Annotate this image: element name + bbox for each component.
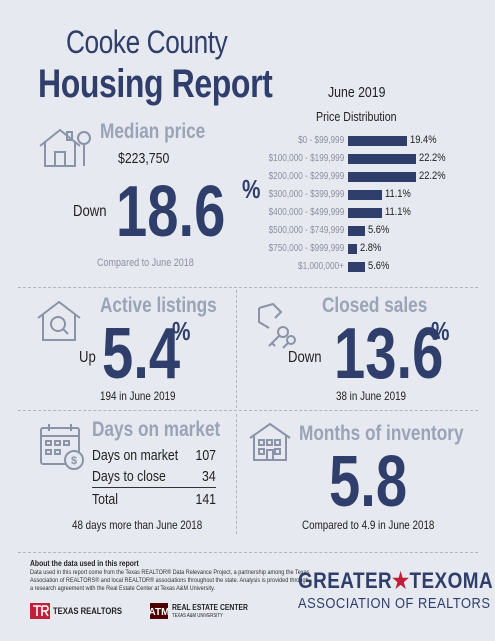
texas-realtors-logo-icon bbox=[30, 603, 50, 619]
active-listings-label: Active listings bbox=[100, 294, 217, 317]
association-logo-title: GREATER★TEXOMA bbox=[298, 568, 493, 594]
report-date: June 2019 bbox=[328, 84, 386, 101]
days-on-market-note: 48 days more than June 2018 bbox=[72, 518, 203, 532]
bar bbox=[348, 154, 416, 164]
bar-category-label: $300,000 - $399,999 bbox=[268, 189, 344, 200]
bar-category-label: $100,000 - $199,999 bbox=[268, 153, 344, 164]
median-price-note: Compared to June 2018 bbox=[97, 257, 194, 269]
closed-sales-direction: Down bbox=[288, 349, 322, 366]
section-divider bbox=[18, 410, 478, 411]
svg-text:ATM: ATM bbox=[150, 607, 168, 618]
bar-category-label: $200,000 - $299,999 bbox=[268, 171, 344, 182]
bar-row: $0 - $99,999 19.4% bbox=[248, 134, 478, 148]
table-total-divider bbox=[92, 487, 216, 488]
active-listings-change: 5.4 bbox=[102, 314, 181, 394]
hand-key-icon bbox=[258, 302, 296, 349]
star-icon: ★ bbox=[392, 568, 410, 593]
bar-row: $750,000 - $999,999 2.8% bbox=[248, 242, 478, 256]
svg-text:$: $ bbox=[71, 455, 77, 467]
bar-category-label: $400,000 - $499,999 bbox=[268, 207, 344, 218]
table-cell-label: Days on market bbox=[92, 447, 179, 464]
about-data-title: About the data used in this report bbox=[30, 559, 139, 568]
table-cell-label: Days to close bbox=[92, 468, 166, 485]
bar-value-label: 11.1% bbox=[385, 188, 411, 200]
median-price-label: Median price bbox=[100, 120, 206, 143]
report-title-county: Cooke County bbox=[66, 24, 228, 60]
bar-category-label: $0 - $99,999 bbox=[297, 135, 344, 146]
section-divider-vertical bbox=[236, 414, 237, 534]
bar-row: $400,000 - $499,999 11.1% bbox=[248, 206, 478, 220]
table-total-value: 141 bbox=[195, 491, 216, 508]
closed-sales-change: 13.6 bbox=[334, 314, 444, 394]
bar bbox=[348, 244, 357, 254]
bar bbox=[348, 136, 407, 146]
active-listings-direction: Up bbox=[79, 349, 96, 366]
median-price-direction: Down bbox=[73, 203, 107, 220]
table-row: Days to close 34 bbox=[92, 468, 216, 489]
section-divider bbox=[18, 287, 478, 288]
closed-sales-label: Closed sales bbox=[322, 294, 428, 317]
bar bbox=[348, 208, 382, 218]
house-icon bbox=[39, 128, 91, 167]
bar-category-label: $500,000 - $749,999 bbox=[268, 225, 344, 236]
bar-value-label: 22.2% bbox=[419, 170, 446, 182]
bar-row: $500,000 - $749,999 5.6% bbox=[248, 224, 478, 238]
calendar-dollar-icon: $ bbox=[40, 424, 84, 470]
about-data-text: Data used in this report come from the T… bbox=[30, 569, 310, 592]
bar-value-label: 2.8% bbox=[360, 242, 382, 254]
table-total-label: Total bbox=[92, 491, 118, 508]
bar-value-label: 11.1% bbox=[385, 206, 411, 218]
bar-value-label: 5.6% bbox=[368, 224, 390, 236]
texas-realtors-logo-text: TEXAS REALTORS bbox=[53, 606, 123, 616]
closed-sales-percent-sign: % bbox=[431, 316, 450, 346]
section-divider bbox=[18, 552, 478, 553]
bar-row: $200,000 - $299,999 22.2% bbox=[248, 170, 478, 184]
months-inventory-label: Months of inventory bbox=[299, 422, 464, 445]
bar-category-label: $750,000 - $999,999 bbox=[268, 243, 344, 254]
median-price-percent-sign: % bbox=[242, 174, 261, 204]
bar-category-label: $1,000,000+ bbox=[298, 261, 344, 272]
bar bbox=[348, 262, 365, 272]
house-search-icon bbox=[37, 300, 81, 341]
bar-value-label: 5.6% bbox=[368, 260, 390, 272]
section-divider-vertical bbox=[236, 290, 237, 408]
price-distribution-title: Price Distribution bbox=[316, 109, 397, 124]
bar-value-label: 19.4% bbox=[410, 134, 437, 146]
bar-row: $300,000 - $399,999 11.1% bbox=[248, 188, 478, 202]
association-logo-subtitle: ASSOCIATION OF REALTORS bbox=[298, 595, 491, 612]
bar-value-label: 22.2% bbox=[419, 152, 446, 164]
association-name-part2: TEXOMA bbox=[409, 568, 494, 593]
months-inventory-value: 5.8 bbox=[329, 442, 408, 522]
bar-row: $100,000 - $199,999 22.2% bbox=[248, 152, 478, 166]
report-title: Housing Report bbox=[38, 62, 273, 106]
closed-sales-note: 38 in June 2019 bbox=[336, 389, 407, 403]
bar-row: $1,000,000+ 5.6% bbox=[248, 260, 478, 274]
bar bbox=[348, 172, 416, 182]
median-price-change: 18.6 bbox=[116, 172, 226, 252]
active-listings-note: 194 in June 2019 bbox=[100, 389, 176, 403]
table-row: Total 141 bbox=[92, 491, 216, 512]
table-row: Days on market 107 bbox=[92, 447, 216, 468]
real-estate-center-logo-icon: ATM bbox=[150, 603, 168, 619]
days-on-market-table: Days on market 107 Days to close 34 bbox=[92, 447, 216, 489]
real-estate-center-logo-text: REAL ESTATE CENTER bbox=[172, 603, 248, 612]
association-name-part1: GREATER bbox=[298, 568, 393, 593]
days-on-market-total: Total 141 bbox=[92, 491, 216, 512]
days-on-market-label: Days on market bbox=[92, 418, 221, 441]
table-cell-value: 34 bbox=[202, 468, 216, 485]
table-cell-value: 107 bbox=[195, 447, 216, 464]
bar bbox=[348, 226, 365, 236]
median-price-value: $223,750 bbox=[118, 150, 170, 167]
real-estate-center-logo-sub: TEXAS A&M UNIVERSITY bbox=[172, 613, 223, 619]
bar bbox=[348, 190, 382, 200]
building-icon bbox=[249, 422, 291, 461]
months-inventory-note: Compared to 4.9 in June 2018 bbox=[302, 518, 435, 532]
active-listings-percent-sign: % bbox=[172, 316, 191, 346]
